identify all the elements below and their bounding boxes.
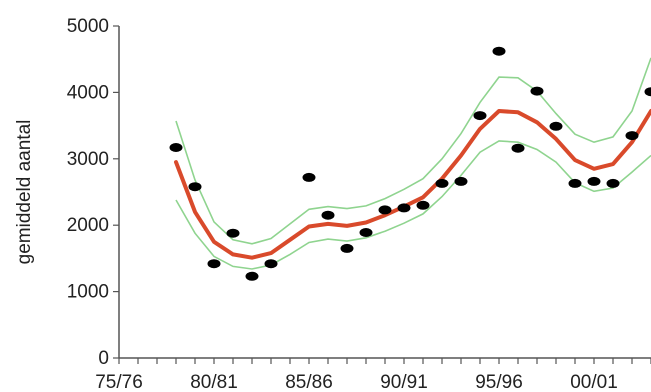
x-tick-label: 00/01 <box>570 372 618 392</box>
x-tick-label: 95/96 <box>475 372 523 392</box>
data-point-21 <box>587 176 601 186</box>
x-tick-label: 85/86 <box>285 372 333 392</box>
data-point-1 <box>188 182 202 192</box>
data-point-15 <box>473 111 487 121</box>
data-point-5 <box>264 259 278 269</box>
y-tick-label: 5000 <box>67 16 109 37</box>
trend-line <box>174 109 651 260</box>
data-point-17 <box>511 143 525 153</box>
data-point-18 <box>530 86 544 96</box>
data-point-4 <box>245 271 259 281</box>
x-tick-label: 80/81 <box>190 372 238 392</box>
y-axis-ticks: 0 1000 2000 3000 4000 5000 <box>67 16 119 369</box>
data-point-10 <box>378 205 392 215</box>
data-point-7 <box>321 210 335 220</box>
y-tick-label: 1000 <box>67 282 109 303</box>
upper-band-line <box>175 57 651 245</box>
lower-band-line <box>175 140 651 270</box>
y-axis-title: gemiddeld aantal <box>14 120 35 265</box>
data-point-3 <box>226 228 240 238</box>
data-point-19 <box>549 121 563 131</box>
y-tick-label: 0 <box>98 348 109 369</box>
x-tick-label: 75/76 <box>95 372 143 392</box>
x-tick-label: 90/91 <box>380 372 428 392</box>
x-axis-ticks: 75/76 80/81 85/86 90/91 95/96 00/01 <box>95 358 651 392</box>
data-points <box>169 46 651 281</box>
data-point-12 <box>416 200 430 210</box>
data-point-8 <box>340 243 354 253</box>
data-point-11 <box>397 203 411 213</box>
y-tick-label: 2000 <box>67 215 109 236</box>
data-point-23 <box>625 131 639 141</box>
axes <box>118 26 651 359</box>
trend-series-line <box>174 109 651 260</box>
data-point-14 <box>454 176 468 186</box>
data-point-6 <box>302 172 316 182</box>
data-point-22 <box>606 178 620 188</box>
data-point-16 <box>492 46 506 56</box>
data-point-2 <box>207 259 221 269</box>
confidence-band <box>175 57 651 270</box>
data-point-13 <box>435 178 449 188</box>
data-point-0 <box>169 143 183 152</box>
y-tick-label: 4000 <box>67 82 109 103</box>
data-point-20 <box>568 178 582 188</box>
data-point-9 <box>359 228 373 237</box>
data-point-24 <box>644 87 651 97</box>
y-tick-label: 3000 <box>67 149 109 170</box>
